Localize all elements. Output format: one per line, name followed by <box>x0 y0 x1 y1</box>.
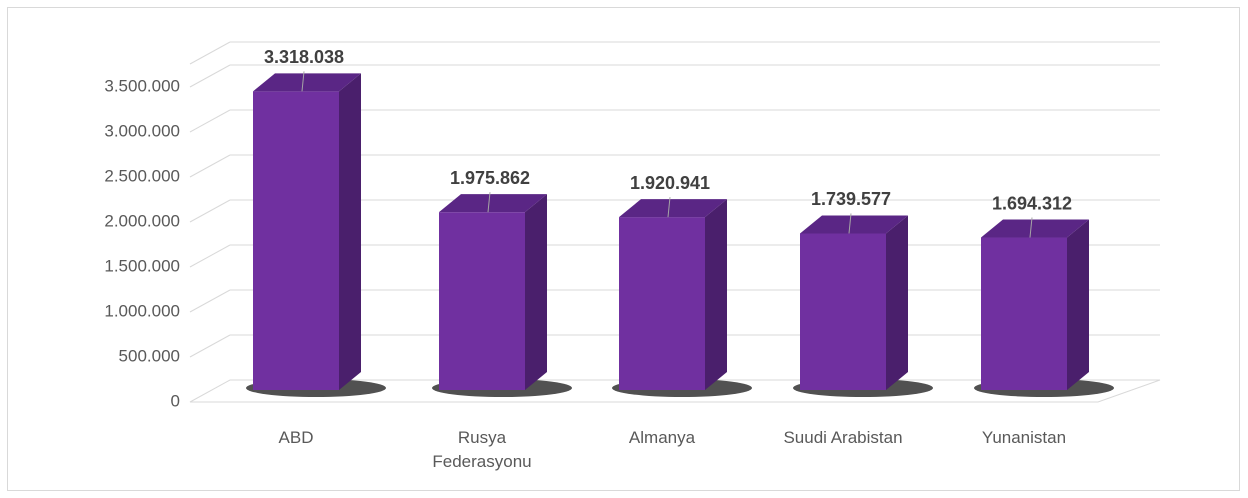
bar-top <box>439 194 547 213</box>
leader-line <box>1029 217 1033 238</box>
data-label: 1.694.312 <box>992 193 1072 213</box>
bar-top <box>800 215 908 234</box>
grid-line <box>189 334 231 358</box>
grid-line <box>189 154 231 178</box>
grid-line <box>189 289 231 313</box>
bar-side <box>1067 219 1089 390</box>
bar-side <box>339 73 361 390</box>
bar <box>439 212 525 390</box>
data-label: 1.975.862 <box>450 168 530 188</box>
leader-line <box>301 71 305 92</box>
grid-line <box>189 199 231 223</box>
x-tick-label: Suudi Arabistan <box>783 428 903 447</box>
leader-line <box>848 213 852 234</box>
x-tick-label: Almanya <box>628 428 696 447</box>
bar-side <box>886 215 908 390</box>
data-label: 1.739.577 <box>811 189 891 209</box>
y-tick-label: 2.500.000 <box>104 166 180 185</box>
grid-line <box>189 41 231 65</box>
bar-top <box>619 199 727 218</box>
bar-top <box>981 219 1089 238</box>
x-tick-label: Yunanistan <box>981 428 1067 447</box>
y-tick-label: 1.500.000 <box>104 256 180 275</box>
bar <box>981 237 1067 390</box>
y-tick-label: 0 <box>171 391 180 410</box>
bar <box>619 217 705 390</box>
y-tick-label: 1.000.000 <box>104 301 180 320</box>
x-tick-label: Rusya Federasyonu <box>432 428 532 471</box>
y-tick-label: 3.000.000 <box>104 121 180 140</box>
data-label: 3.318.038 <box>264 47 344 67</box>
x-tick-label: ABD <box>278 428 314 447</box>
data-label: 1.920.941 <box>630 173 710 193</box>
grid-line <box>189 64 231 88</box>
bar-top <box>253 73 361 92</box>
bar-side <box>705 199 727 390</box>
y-tick-label: 500.000 <box>119 346 180 365</box>
grid-line <box>189 244 231 268</box>
leader-line <box>667 197 671 218</box>
bar <box>253 91 339 390</box>
y-tick-label: 3.500.000 <box>104 76 180 95</box>
leader-line <box>487 192 491 213</box>
bar <box>800 233 886 390</box>
y-tick-label: 2.000.000 <box>104 211 180 230</box>
bar-side <box>525 194 547 390</box>
grid-line <box>189 109 231 133</box>
